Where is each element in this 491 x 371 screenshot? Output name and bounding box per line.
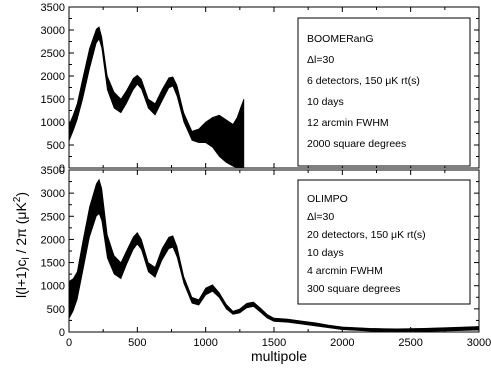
y-tick-label-0-2: 1000 xyxy=(41,117,65,129)
legend-bottom-line-4: 4 arcmin FWHM xyxy=(307,265,383,277)
y-axis-title-tail: / 2π (μK xyxy=(13,202,29,258)
y-tick-label-0-4: 2000 xyxy=(41,71,65,83)
y-tick-label-0-7: 3500 xyxy=(41,2,65,14)
y-tick-label-1-1: 500 xyxy=(47,304,65,316)
legend-bottom-line-2: 20 detectors, 150 μK rt(s) xyxy=(307,229,426,241)
legend-top-line-5: 2000 square degrees xyxy=(307,138,406,150)
legend-top-line-3: 10 days xyxy=(307,96,344,108)
x-tick-label-0: 0 xyxy=(66,337,72,349)
legend-top-line-2: 6 detectors, 150 μK rt(s) xyxy=(307,75,420,87)
x-tick-label-2: 1000 xyxy=(193,337,217,349)
legend-top-line-4: 12 arcmin FWHM xyxy=(307,117,389,129)
y-tick-label-1-4: 2000 xyxy=(41,234,65,246)
y-tick-label-1-7: 3500 xyxy=(41,165,65,177)
y-tick-label-1-3: 1500 xyxy=(41,258,65,270)
y-tick-label-1-6: 3000 xyxy=(41,188,65,200)
y-tick-label-1-2: 1000 xyxy=(41,281,65,293)
y-axis-title-main: l(l+1)c xyxy=(13,260,29,299)
y-axis-title-sub: l xyxy=(21,257,32,259)
y-axis-title-end: ) xyxy=(13,192,29,197)
legend-bottom-box xyxy=(297,179,471,305)
y-tick-label-0-5: 2500 xyxy=(41,48,65,60)
x-tick-label-5: 2500 xyxy=(398,337,422,349)
legend-top-box xyxy=(297,17,471,167)
legend-top-line-0: BOOMERanG xyxy=(307,33,374,45)
legend-top-line-1: Δl=30 xyxy=(307,54,334,66)
legend-bottom-line-3: 10 days xyxy=(307,247,344,259)
y-tick-label-1-5: 2500 xyxy=(41,211,65,223)
x-tick-label-1: 500 xyxy=(128,337,146,349)
legend-bottom-line-0: OLIMPO xyxy=(307,193,348,205)
series-band-0 xyxy=(69,26,245,169)
x-axis-title: multipole xyxy=(251,348,307,364)
legend-top: BOOMERanG Δl=30 6 detectors, 150 μK rt(s… xyxy=(297,17,471,167)
y-tick-label-0-0: 0 xyxy=(59,163,65,175)
y-tick-label-0-3: 1500 xyxy=(41,94,65,106)
y-axis-title: l(l+1)cl / 2π (μK2) xyxy=(12,192,32,298)
x-tick-label-4: 2000 xyxy=(330,337,354,349)
panel-top: 0 500 1000 1500 2000 2500 3000 3500 xyxy=(41,2,480,175)
y-tick-label-1-0: 0 xyxy=(59,327,65,339)
x-tick-label-3: 1500 xyxy=(262,337,286,349)
legend-bottom-line-1: Δl=30 xyxy=(307,211,334,223)
y-axis-title-sup: 2 xyxy=(12,196,23,202)
legend-bottom-line-5: 300 square degrees xyxy=(307,283,400,295)
legend-bottom: OLIMPO Δl=30 20 detectors, 150 μK rt(s) … xyxy=(297,179,471,305)
x-tick-label-6: 3000 xyxy=(467,337,491,349)
y-tick-label-0-1: 500 xyxy=(47,140,65,152)
y-tick-label-0-6: 3000 xyxy=(41,25,65,37)
